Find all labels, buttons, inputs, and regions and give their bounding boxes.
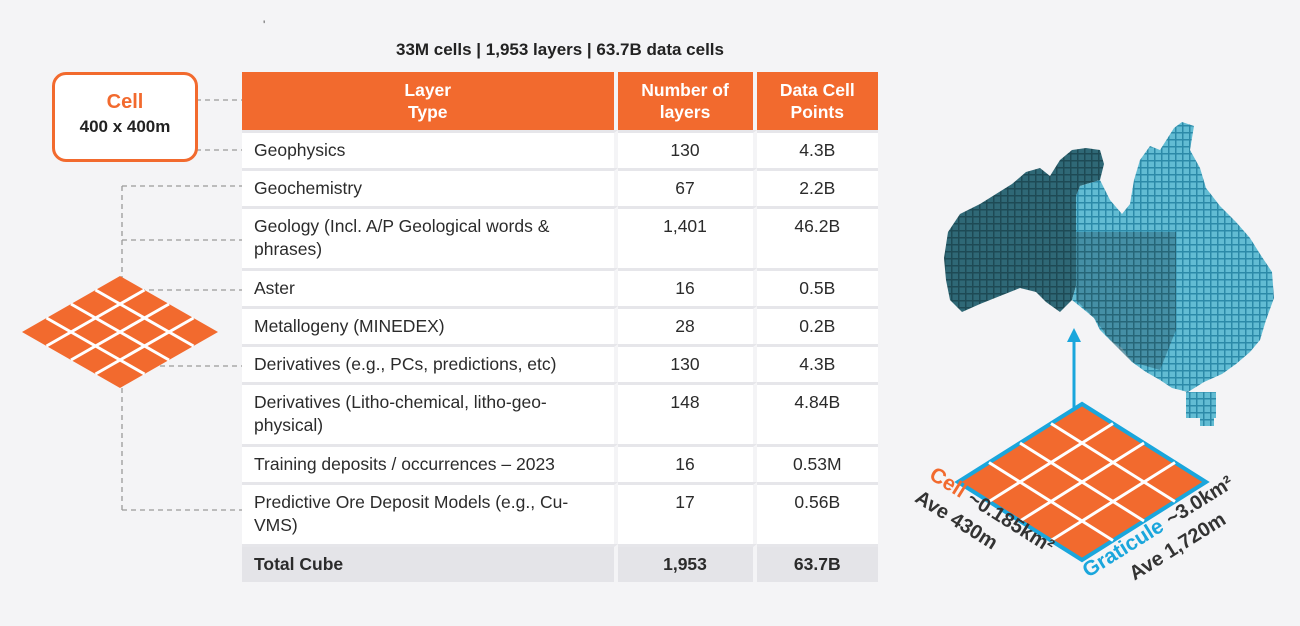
row-layer-count: 67 (617, 168, 757, 206)
australia-map (944, 122, 1274, 426)
table-header-row: Layer Type Number of layers Data Cell Point… (242, 72, 878, 130)
stray-mark: ' (263, 18, 266, 32)
row-data-points: 4.84B (756, 382, 878, 444)
header-number-of-layers: Number of layers (617, 72, 757, 130)
row-layer-count: 130 (617, 130, 757, 168)
row-data-points: 2.2B (756, 168, 878, 206)
row-layer-type: Predictive Ore Deposit Models (e.g., Cu-… (242, 482, 618, 544)
row-layer-type: Metallogeny (MINEDEX) (242, 306, 618, 344)
row-data-points: 0.53M (756, 444, 878, 482)
row-data-points: 4.3B (756, 130, 878, 168)
row-layer-count: 16 (617, 444, 757, 482)
graticule-grid-diamond (954, 401, 1210, 563)
table-row: Training deposits / occurrences – 2023 1… (242, 444, 878, 482)
total-layer-count: 1,953 (617, 544, 757, 582)
row-layer-type: Geochemistry (242, 168, 618, 206)
table-row: Derivatives (e.g., PCs, predictions, etc… (242, 344, 878, 382)
row-layer-type: Geology (Incl. A/P Geological words & ph… (242, 206, 618, 268)
table-row: Derivatives (Litho-chemical, litho-geo-p… (242, 382, 878, 444)
table-row: Geochemistry 67 2.2B (242, 168, 878, 206)
row-layer-count: 148 (617, 382, 757, 444)
table-row: Aster 16 0.5B (242, 268, 878, 306)
row-data-points: 0.2B (756, 306, 878, 344)
row-data-points: 0.5B (756, 268, 878, 306)
row-data-points: 0.56B (756, 482, 878, 544)
row-layer-count: 1,401 (617, 206, 757, 268)
row-layer-type: Derivatives (Litho-chemical, litho-geo-p… (242, 382, 618, 444)
header-layer-type: Layer Type (242, 72, 618, 130)
header-data-cell-points: Data Cell Points (756, 72, 878, 130)
table-row: Predictive Ore Deposit Models (e.g., Cu-… (242, 482, 878, 544)
table-total-row: Total Cube 1,953 63.7B (242, 544, 878, 582)
row-layer-type: Derivatives (e.g., PCs, predictions, etc… (242, 344, 618, 382)
table-row: Geophysics 130 4.3B (242, 130, 878, 168)
row-layer-count: 130 (617, 344, 757, 382)
layers-table: Layer Type Number of layers Data Cell Point… (242, 72, 878, 582)
arrow-up-icon (1067, 328, 1081, 410)
row-layer-type: Training deposits / occurrences – 2023 (242, 444, 618, 482)
table-row: Metallogeny (MINEDEX) 28 0.2B (242, 306, 878, 344)
row-layer-count: 16 (617, 268, 757, 306)
row-data-points: 46.2B (756, 206, 878, 268)
table-row: Geology (Incl. A/P Geological words & ph… (242, 206, 878, 268)
row-layer-type: Aster (242, 268, 618, 306)
stats-summary: 33M cells | 1,953 layers | 63.7B data ce… (395, 40, 724, 59)
row-layer-count: 28 (617, 306, 757, 344)
row-data-points: 4.3B (756, 344, 878, 382)
cell-grid-diamond (22, 276, 218, 388)
row-layer-type: Geophysics (242, 130, 618, 168)
cell-box-title: Cell (106, 91, 144, 113)
cell-box-size: 400 x 400m (79, 117, 171, 136)
total-data-points: 63.7B (756, 544, 878, 582)
total-label: Total Cube (242, 544, 618, 582)
row-layer-count: 17 (617, 482, 757, 544)
cell-size-box: Cell 400 x 400m (52, 72, 198, 162)
